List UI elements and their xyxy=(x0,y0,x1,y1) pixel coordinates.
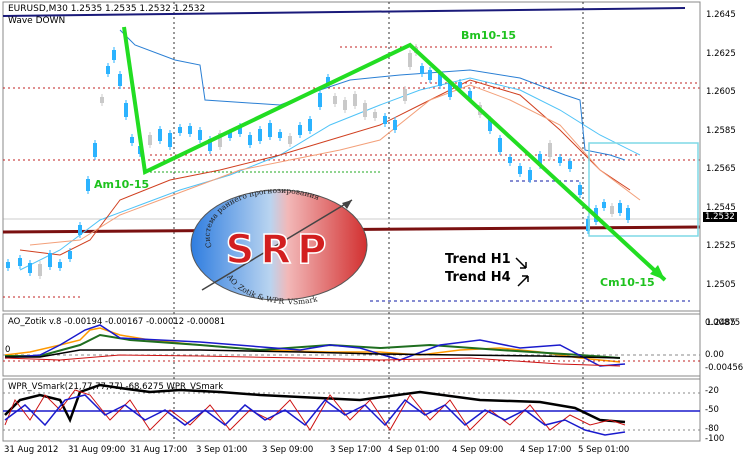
price-label: 1.2605 xyxy=(706,87,736,97)
ao-blue xyxy=(4,324,626,367)
time-label: 31 Aug 09:00 xyxy=(68,445,126,455)
ao-black xyxy=(5,349,621,359)
ao-green xyxy=(5,333,621,359)
time-label: 3 Sep 01:00 xyxy=(196,445,248,455)
srp-logo: Система раннего прогнозирования AO_Zotik… xyxy=(190,186,368,305)
symbol-header: EURUSD,M30 1.2535 1.2535 1.2532 1.2532 xyxy=(8,4,206,14)
time-label: 4 Sep 09:00 xyxy=(452,445,504,455)
trend-h1-label: Trend H1 xyxy=(445,252,511,267)
channel-box xyxy=(588,142,699,237)
wave-indicator-label: Wave DOWN xyxy=(8,16,66,26)
ao-label-top: 0.00875 xyxy=(705,318,741,328)
wave-a-label: Am10-15 xyxy=(94,178,150,191)
price-label: 1.2505 xyxy=(706,279,736,290)
wpr-header: WPR_VSmark(21,77,77,77) -68.6275 WPR_VSm… xyxy=(8,382,224,392)
day-separators xyxy=(173,2,584,441)
time-label: 4 Sep 17:00 xyxy=(520,445,572,455)
wave-arrow xyxy=(650,265,665,280)
price-label: 1.2485 xyxy=(706,318,736,328)
price-label: 1.2565 xyxy=(706,164,736,174)
time-label: 4 Sep 01:00 xyxy=(388,445,440,455)
ma-cyan xyxy=(19,77,641,271)
price-label: 1.2585 xyxy=(706,125,736,136)
ma-pink xyxy=(29,84,641,246)
price-label: 1.2625 xyxy=(706,48,736,59)
top-trend-line xyxy=(2,7,686,17)
ao-label-zero: 0.00 xyxy=(705,350,724,360)
time-label: 3 Sep 09:00 xyxy=(262,445,314,455)
trend-h4-label: Trend H4 xyxy=(445,270,511,285)
blue-levels xyxy=(370,180,690,302)
wpr-label-100: -100 xyxy=(705,434,725,444)
price-label: 1.2645 xyxy=(706,10,736,20)
wpr-red xyxy=(4,389,626,431)
time-label: 3 Sep 17:00 xyxy=(330,445,382,455)
ma-blue xyxy=(119,29,626,161)
ao-zero-left: 0 xyxy=(5,345,11,355)
wave-c-label: Cm10-15 xyxy=(600,276,655,289)
wpr-blue xyxy=(4,394,626,436)
time-label: 31 Aug 2012 xyxy=(4,445,59,455)
wpr-label-80: -80 xyxy=(705,424,719,434)
ao-red xyxy=(4,354,621,367)
current-price-box: 1.2532 xyxy=(703,212,737,222)
wpr-label-20: -20 xyxy=(705,386,719,396)
time-label: 5 Sep 01:00 xyxy=(578,445,630,455)
trend-arrows-icon xyxy=(515,257,529,287)
price-label: 1.2545 xyxy=(706,202,736,213)
logo-text: SRP xyxy=(226,227,333,273)
ao-header: AO_Zotik v.8 -0.00194 -0.00167 -0.00012 … xyxy=(8,317,226,327)
wave-b-label: Bm10-15 xyxy=(461,29,517,42)
resistance-levels xyxy=(3,46,700,298)
ao-label-bottom: -0.00456 xyxy=(705,363,744,373)
wave-lines xyxy=(122,26,667,282)
wpr-label-50: -50 xyxy=(705,405,719,415)
price-label: 1.2525 xyxy=(706,241,736,251)
time-label: 31 Aug 17:00 xyxy=(130,445,188,455)
